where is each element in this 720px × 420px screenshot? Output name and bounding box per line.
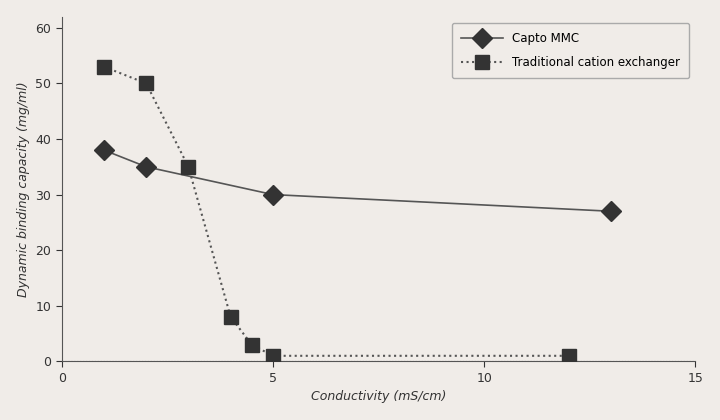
Line: Traditional cation exchanger: Traditional cation exchanger — [97, 60, 575, 363]
Line: Capto MMC: Capto MMC — [97, 143, 618, 218]
Traditional cation exchanger — [226, 314, 235, 319]
Capto MMC — [269, 192, 277, 197]
Traditional cation exchanger — [564, 353, 573, 358]
Traditional cation exchanger — [142, 81, 150, 86]
Traditional cation exchanger — [99, 64, 108, 69]
Traditional cation exchanger — [269, 353, 277, 358]
Capto MMC — [606, 209, 615, 214]
Legend: Capto MMC, Traditional cation exchanger: Capto MMC, Traditional cation exchanger — [452, 23, 690, 78]
Capto MMC — [99, 147, 108, 152]
X-axis label: Conductivity (mS/cm): Conductivity (mS/cm) — [311, 390, 446, 403]
Y-axis label: Dynamic binding capacity (mg/ml): Dynamic binding capacity (mg/ml) — [17, 81, 30, 297]
Traditional cation exchanger — [184, 164, 193, 169]
Capto MMC — [142, 164, 150, 169]
Traditional cation exchanger — [248, 342, 256, 347]
